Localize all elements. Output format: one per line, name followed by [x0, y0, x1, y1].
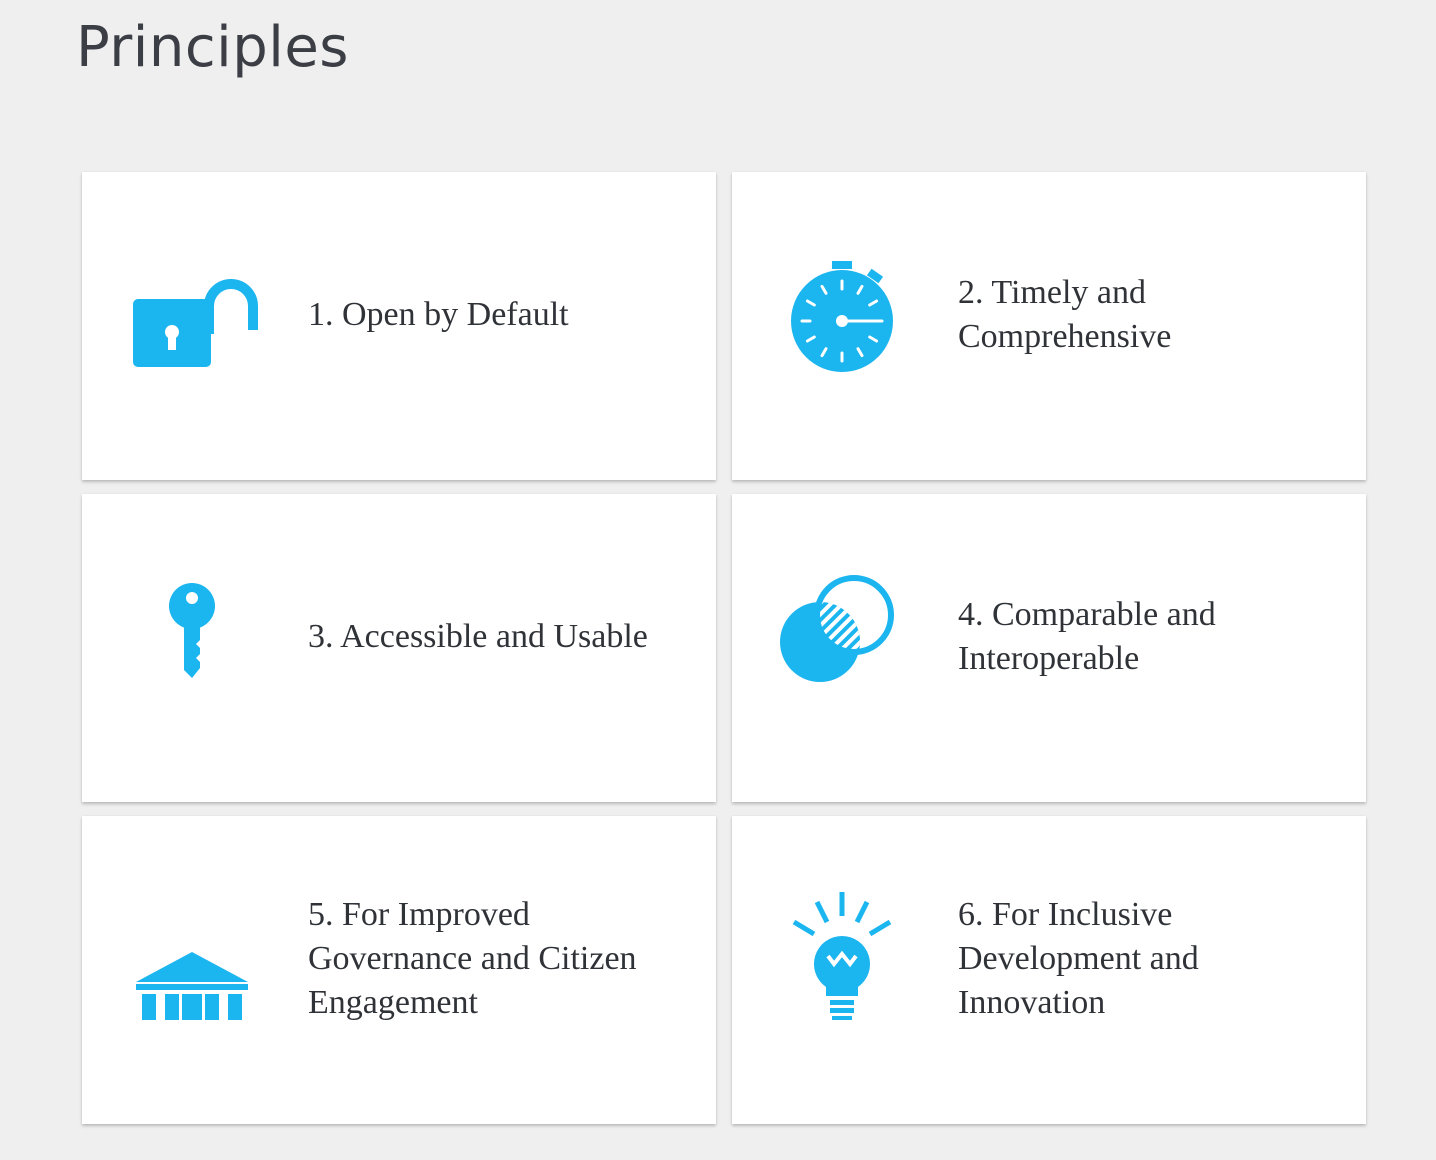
lightbulb-icon: [772, 880, 912, 1020]
principle-card-comparable-interoperable[interactable]: 4. Comparable and Interoperable: [732, 494, 1366, 802]
government-building-icon: [122, 880, 262, 1020]
key-icon: [122, 558, 262, 698]
principle-card-inclusive-development-innovation[interactable]: 6. For Inclusive Development and Innovat…: [732, 816, 1366, 1124]
stopwatch-icon: [772, 236, 912, 376]
principle-card-accessible-usable[interactable]: 3. Accessible and Usable: [82, 494, 716, 802]
principle-label: 2. Timely and Comprehensive: [958, 274, 1172, 355]
unlocked-padlock-icon: [122, 236, 262, 376]
principle-card-timely-comprehensive[interactable]: 2. Timely and Comprehensive: [732, 172, 1366, 480]
principles-grid: 1. Open by Default: [82, 172, 1366, 1124]
principle-label: 4. Comparable and Interoperable: [958, 596, 1216, 677]
principle-label: 3. Accessible and Usable: [308, 618, 648, 655]
principle-label: 5. For Improved Governance and Citizen E…: [308, 896, 637, 1021]
principle-label: 1. Open by Default: [308, 296, 569, 333]
page-title: Principles: [76, 15, 349, 80]
overlapping-circles-icon: [772, 558, 912, 698]
principle-label: 6. For Inclusive Development and Innovat…: [958, 896, 1199, 1021]
principle-card-governance-citizen-engagement[interactable]: 5. For Improved Governance and Citizen E…: [82, 816, 716, 1124]
principle-card-open-by-default[interactable]: 1. Open by Default: [82, 172, 716, 480]
